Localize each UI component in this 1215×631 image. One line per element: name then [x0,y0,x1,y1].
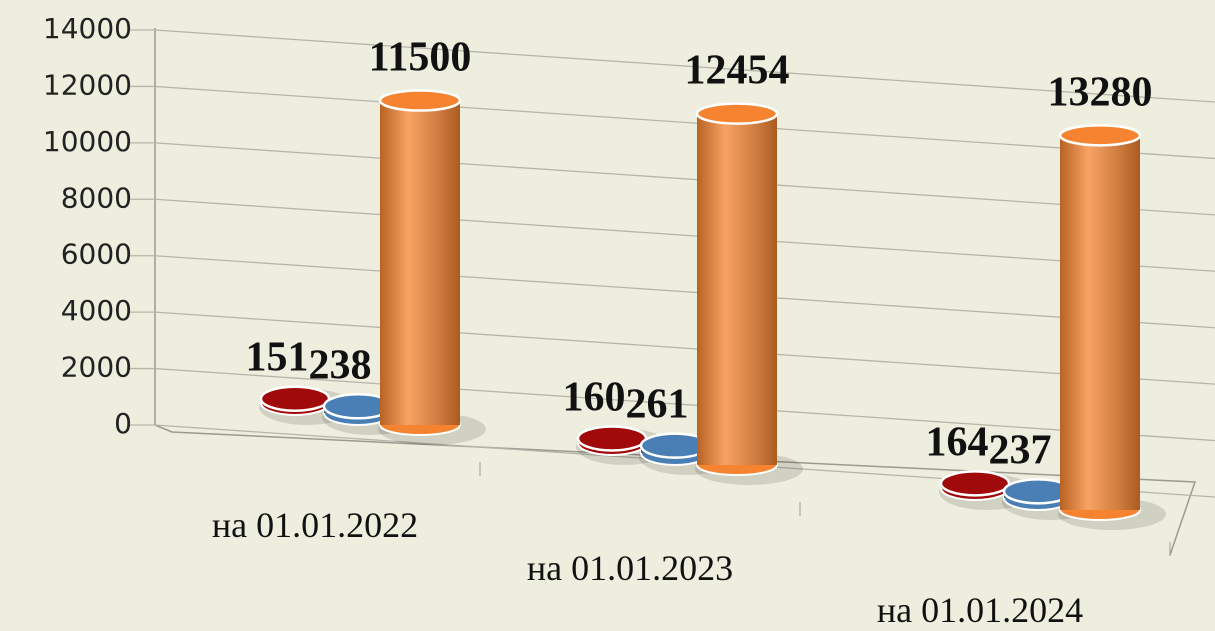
y-tick-label: 2000 [61,351,132,384]
cylinder [695,102,803,485]
cylinder-shade [380,100,460,426]
data-label: 151 [246,335,309,381]
x-tick-label: на 01.01.2023 [527,548,733,588]
cylinder-shade [1060,135,1140,511]
cylinder-top [378,89,462,112]
data-label: 164 [926,419,989,465]
y-tick-label: 12000 [43,68,132,101]
grid-line [130,142,1215,216]
cylinder-top [939,470,1011,497]
grid-line [130,255,1215,329]
data-label: 12454 [685,48,790,94]
data-label: 11500 [369,35,472,81]
grid-line [130,29,1215,103]
cylinder-top [1058,124,1142,147]
x-tick-label: на 01.01.2022 [212,505,418,545]
y-tick-label: 8000 [61,181,132,214]
y-tick-label: 4000 [61,294,132,327]
grid-line [130,198,1215,272]
grid-line [130,367,1215,442]
grid-line [130,311,1215,385]
cylinder-shade [697,113,777,465]
grid-line [130,85,1215,160]
data-label: 261 [626,382,689,428]
cylinder [378,89,486,445]
y-tick-label: 6000 [61,238,132,271]
y-tick-label: 14000 [43,12,132,45]
y-tick-label: 10000 [43,125,132,158]
data-label: 238 [309,342,372,388]
data-label: 160 [563,374,626,420]
cylinder [1058,124,1166,530]
grid-line [130,424,1215,498]
cylinder-top [695,102,779,125]
data-label: 237 [989,427,1052,473]
x-tick-label: на 01.01.2024 [877,590,1083,630]
cylinder-top [259,385,331,412]
cylinder-top [576,425,648,452]
data-label: 13280 [1048,69,1153,115]
y-tick-label: 0 [114,407,132,440]
